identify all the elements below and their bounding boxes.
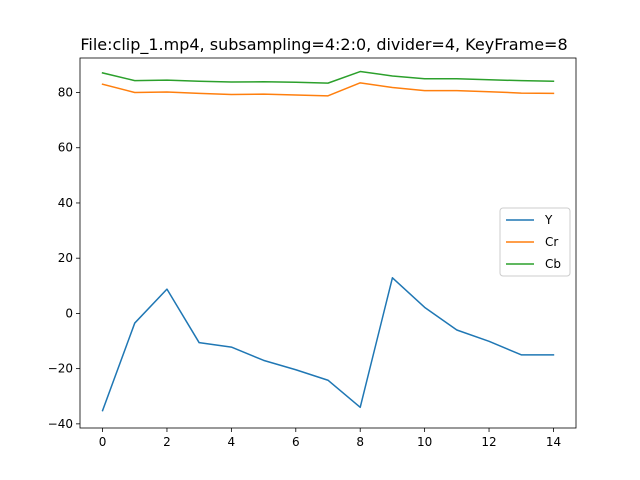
y-tick-label: −40 xyxy=(48,417,73,431)
y-tick-label: 0 xyxy=(65,306,73,320)
x-tick-label: 12 xyxy=(481,435,496,449)
chart-title: File:clip_1.mp4, subsampling=4:2:0, divi… xyxy=(80,35,567,55)
x-tick-label: 14 xyxy=(546,435,561,449)
x-tick-label: 2 xyxy=(163,435,171,449)
y-tick-label: 40 xyxy=(58,196,73,210)
y-tick-label: 20 xyxy=(58,251,73,265)
y-tick-label: −20 xyxy=(48,362,73,376)
x-tick-label: 8 xyxy=(356,435,364,449)
x-tick-label: 10 xyxy=(417,435,432,449)
legend-label-cb: Cb xyxy=(545,257,561,271)
x-tick-label: 4 xyxy=(228,435,236,449)
legend: Y Cr Cb xyxy=(500,208,570,276)
y-tick-label: 80 xyxy=(58,86,73,100)
legend-label-cr: Cr xyxy=(545,235,558,249)
x-tick-label: 0 xyxy=(99,435,107,449)
legend-label-y: Y xyxy=(544,213,553,227)
y-tick-label: 60 xyxy=(58,141,73,155)
x-tick-label: 6 xyxy=(292,435,300,449)
